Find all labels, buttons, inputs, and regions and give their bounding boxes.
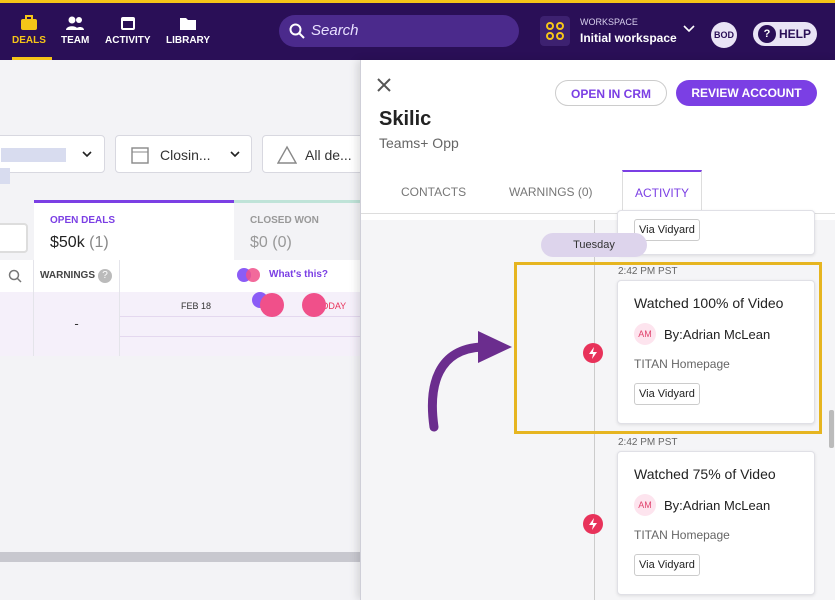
activity-card: Watched 75% of Video AM By:Adrian McLean … [617, 451, 815, 595]
deals-table: WARNINGS ? What's this? FEB 18 TODAY - [0, 260, 360, 356]
tab-label: OPEN DEALS [50, 215, 116, 226]
account-name: Skilic [379, 108, 432, 130]
nav-deals[interactable]: DEALS [12, 15, 46, 46]
event-source: TITAN Homepage [634, 357, 730, 371]
review-account-button[interactable]: REVIEW ACCOUNT [676, 80, 817, 106]
tab-activity[interactable]: ACTIVITY [622, 170, 702, 214]
event-title: Watched 100% of Video [634, 295, 784, 311]
nav-label: ACTIVITY [105, 35, 151, 46]
via-tag: Via Vidyard [634, 554, 700, 576]
workspace-label: WORKSPACE [580, 17, 638, 27]
event-icon [583, 343, 603, 363]
tab-count: (0) [272, 234, 292, 251]
search-box[interactable]: Search [279, 15, 519, 47]
today-label: TODAY [316, 301, 347, 311]
opportunity-name: Teams+ Opp [379, 135, 459, 151]
top-nav: DEALS TEAM ACTIVITY LIBRARY Search WORKS… [0, 0, 835, 60]
day-pill: Tuesday [541, 233, 647, 257]
tab-amount: $50k [50, 234, 85, 251]
highlight-box [514, 262, 822, 434]
scrollbar [829, 410, 834, 448]
filter-all[interactable]: All de... [262, 135, 372, 173]
event-by: By:Adrian McLean [664, 497, 771, 513]
filter-partial[interactable] [0, 135, 105, 173]
column-header: WARNINGS [40, 270, 95, 281]
activity-card: Watched 100% of Video AM By:Adrian McLean… [617, 280, 815, 424]
event-time: 2:42 PM PST [618, 437, 678, 448]
tab-warnings[interactable]: WARNINGS (0) [509, 185, 593, 199]
tab-closed-won[interactable]: CLOSED WON $0 (0) [234, 200, 364, 274]
warnings-cell: - [34, 292, 119, 356]
scrollbar [0, 552, 360, 562]
event-by: By:Adrian McLean [664, 326, 771, 342]
nav-activity[interactable]: ACTIVITY [105, 15, 151, 46]
help-icon: ? [758, 25, 776, 43]
via-tag: Via Vidyard [634, 219, 700, 241]
workspace-name[interactable]: Initial workspace [580, 31, 677, 45]
filter-label: Closin... [160, 147, 211, 163]
placeholder-bar [0, 168, 10, 184]
timeline: Via Vidyard Tuesday 2:42 PM PST Watched … [361, 210, 835, 600]
filter-closing[interactable]: Closin... [115, 135, 252, 173]
help-label: HELP [779, 27, 812, 41]
via-tag: Via Vidyard [634, 383, 700, 405]
event-icon [583, 514, 603, 534]
search-placeholder: Search [311, 22, 359, 39]
info-icon: ? [98, 269, 112, 283]
open-crm-button[interactable]: OPEN IN CRM [555, 80, 667, 106]
filter-label: All de... [305, 147, 352, 163]
nav-label: DEALS [12, 35, 46, 46]
avatar: AM [634, 494, 656, 516]
active-indicator [12, 57, 52, 60]
tab-contacts[interactable]: CONTACTS [401, 185, 467, 199]
event-title: Watched 75% of Video [634, 466, 776, 482]
whats-this-link[interactable]: What's this? [269, 269, 329, 280]
nav-library[interactable]: LIBRARY [166, 15, 210, 46]
tab-label: CLOSED WON [250, 215, 319, 226]
workspace-icon [540, 16, 570, 46]
event-time: 2:42 PM PST [618, 266, 678, 277]
nav-label: LIBRARY [166, 35, 211, 46]
date-label: FEB 18 [181, 301, 212, 311]
user-avatar[interactable]: BOD [711, 22, 737, 48]
nav-team[interactable]: TEAM [61, 15, 89, 46]
annotation-arrow [427, 331, 512, 432]
toggle[interactable] [0, 223, 28, 253]
nav-label: TEAM [61, 35, 90, 46]
account-panel: OPEN IN CRM REVIEW ACCOUNT Skilic Teams+… [360, 60, 835, 600]
chevron [683, 25, 695, 33]
tab-amount: $0 [250, 234, 268, 251]
event-source: TITAN Homepage [634, 528, 730, 542]
help-button[interactable]: ? HELP [753, 22, 817, 46]
tab-count: (1) [89, 234, 109, 251]
avatar: AM [634, 323, 656, 345]
placeholder-bar [1, 148, 66, 162]
close-button[interactable] [377, 78, 391, 92]
deals-area: Closin... All de... OPEN DEALS $50k (1) … [0, 60, 372, 600]
activity-card: Via Vidyard [617, 210, 815, 255]
